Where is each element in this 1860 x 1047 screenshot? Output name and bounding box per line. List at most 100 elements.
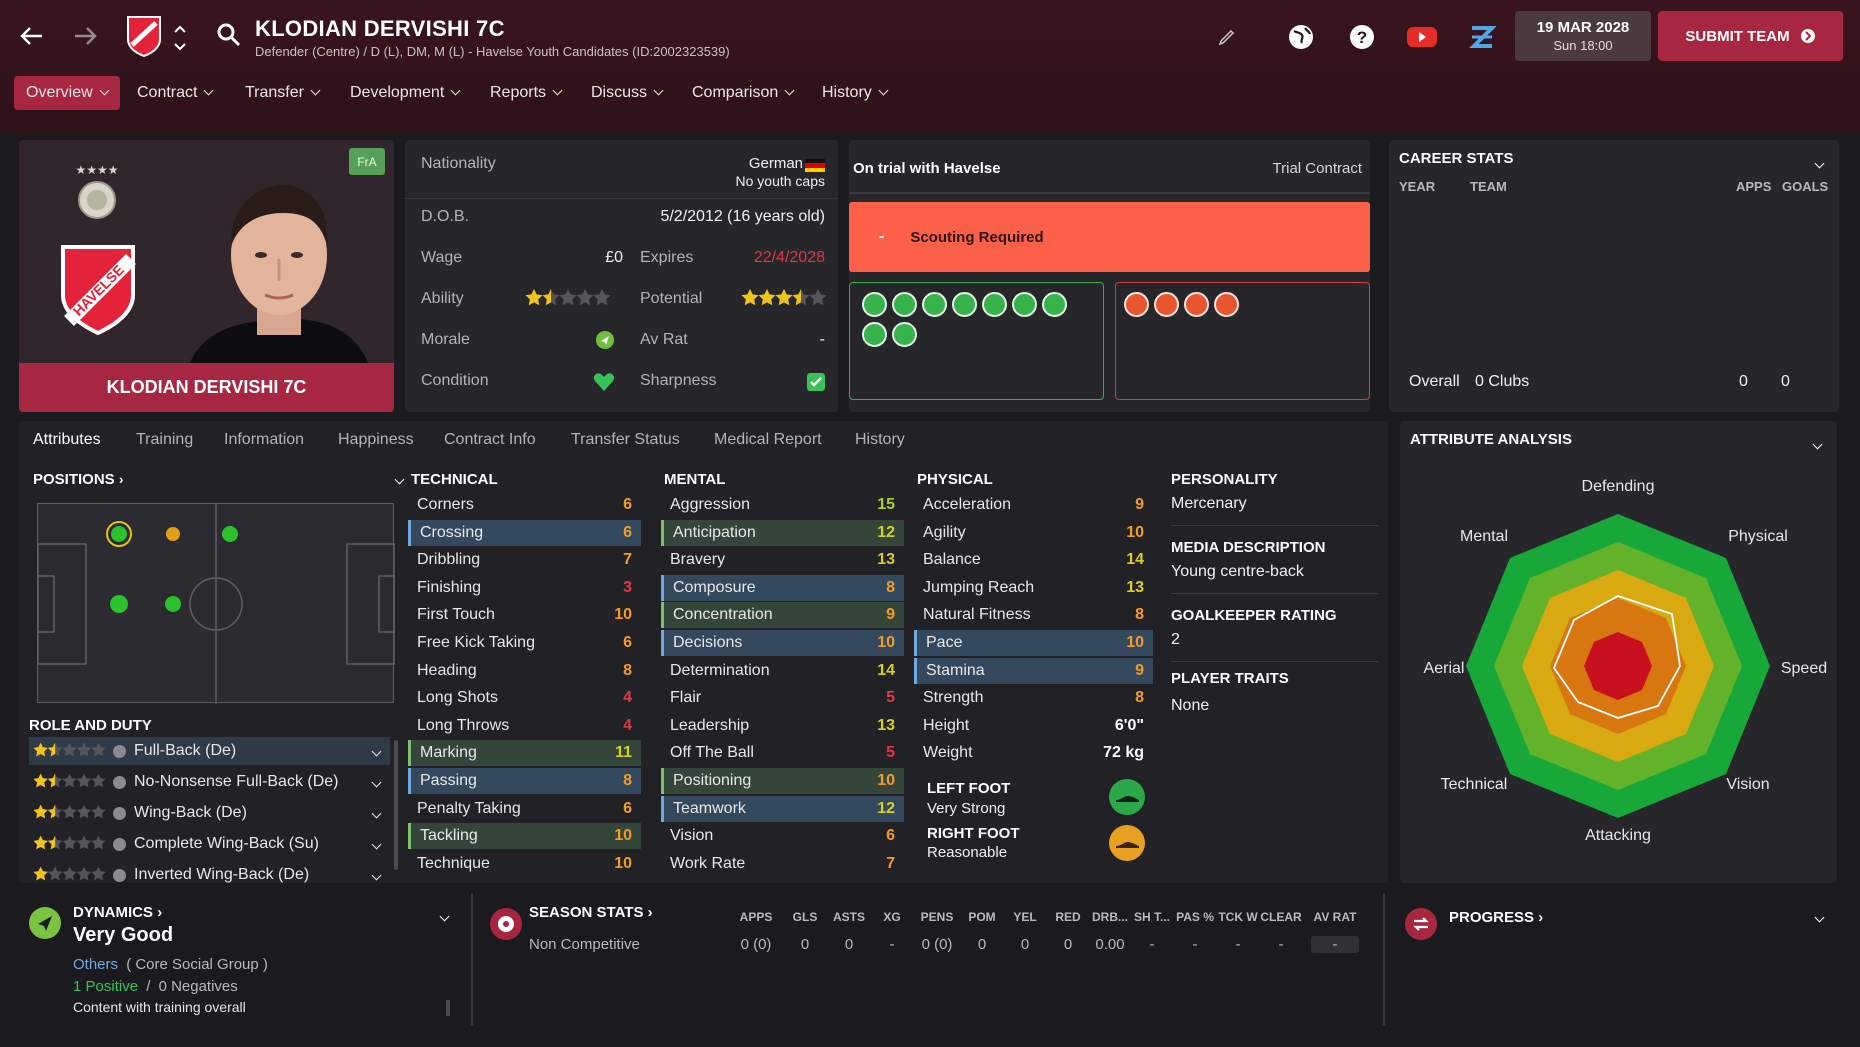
attribute-row[interactable]: Work Rate 7 bbox=[661, 851, 904, 877]
attribute-row[interactable]: Weight 72 kg bbox=[914, 740, 1153, 766]
progress-dropdown-icon[interactable] bbox=[1808, 908, 1825, 926]
attribute-row[interactable]: Anticipation 12 bbox=[661, 519, 904, 546]
season-col-header[interactable]: APPS bbox=[739, 910, 773, 924]
season-stats-title[interactable]: SEASON STATS › bbox=[529, 904, 653, 921]
strength-icon-9[interactable] bbox=[892, 322, 917, 347]
attribute-row[interactable]: Leadership 13 bbox=[661, 713, 904, 739]
attribute-row[interactable]: Flair 5 bbox=[661, 685, 904, 711]
attribute-row[interactable]: Bravery 13 bbox=[661, 547, 904, 573]
tab-information[interactable]: Information bbox=[224, 431, 305, 448]
menu-overview[interactable]: Overview bbox=[14, 76, 120, 110]
weakness-icon-3[interactable] bbox=[1184, 292, 1209, 317]
positive-count[interactable]: 1 Positive bbox=[73, 978, 139, 995]
submit-team-button[interactable]: SUBMIT TEAM bbox=[1658, 11, 1843, 61]
weakness-icon-4[interactable] bbox=[1214, 292, 1239, 317]
attribute-row[interactable]: Off The Ball 5 bbox=[661, 740, 904, 766]
attribute-row[interactable]: Dribbling 7 bbox=[408, 547, 641, 573]
season-col-header[interactable]: AV RAT bbox=[1313, 910, 1357, 924]
menu-reports[interactable]: Reports bbox=[478, 76, 573, 110]
info-icon[interactable] bbox=[113, 806, 126, 820]
attribute-row[interactable]: Crossing 6 bbox=[408, 519, 641, 546]
attribute-row[interactable]: Composure 8 bbox=[661, 574, 904, 601]
info-icon[interactable] bbox=[113, 837, 126, 851]
info-icon[interactable] bbox=[113, 744, 126, 758]
attribute-row[interactable]: Agility 10 bbox=[914, 520, 1153, 546]
edit-pencil-icon[interactable] bbox=[1217, 27, 1237, 47]
attribute-row[interactable]: Decisions 10 bbox=[661, 630, 904, 656]
season-col-header[interactable]: PENS bbox=[920, 910, 954, 924]
chevron-down-icon[interactable] bbox=[365, 804, 382, 822]
attribute-row[interactable]: Technique 10 bbox=[408, 851, 641, 877]
season-col-header[interactable]: SH T... bbox=[1133, 910, 1170, 924]
positions-title[interactable]: POSITIONS › bbox=[33, 471, 124, 488]
strength-icon-2[interactable] bbox=[892, 292, 917, 317]
collapse-chevron-icon[interactable] bbox=[1808, 154, 1825, 172]
strength-icon-4[interactable] bbox=[952, 292, 977, 317]
role-row[interactable]: Wing-Back (De) bbox=[29, 799, 390, 827]
tab-happiness[interactable]: Happiness bbox=[338, 431, 414, 448]
tab-history[interactable]: History bbox=[855, 431, 905, 448]
club-crest-icon[interactable] bbox=[126, 15, 162, 58]
help-icon[interactable]: ? bbox=[1346, 21, 1378, 53]
role-row[interactable]: No-Nonsense Full-Back (De) bbox=[29, 768, 390, 796]
role-row[interactable]: Full-Back (De) bbox=[29, 737, 390, 765]
attribute-row[interactable]: Teamwork 12 bbox=[661, 795, 904, 822]
forward-arrow-icon[interactable] bbox=[68, 18, 104, 54]
strength-icon-1[interactable] bbox=[862, 292, 887, 317]
attribute-row[interactable]: Penalty Taking 6 bbox=[408, 796, 641, 822]
tab-attributes[interactable]: Attributes bbox=[33, 431, 101, 448]
info-icon[interactable] bbox=[113, 775, 126, 789]
tab-transfer-status[interactable]: Transfer Status bbox=[571, 431, 680, 448]
negative-count[interactable]: 0 Negatives bbox=[158, 978, 238, 995]
attribute-row[interactable]: Finishing 3 bbox=[408, 575, 641, 601]
attribute-row[interactable]: First Touch 10 bbox=[408, 602, 641, 628]
strength-icon-3[interactable] bbox=[922, 292, 947, 317]
strength-icon-5[interactable] bbox=[982, 292, 1007, 317]
attribute-row[interactable]: Strength 8 bbox=[914, 685, 1153, 711]
attribute-row[interactable]: Pace 10 bbox=[914, 630, 1153, 656]
tab-training[interactable]: Training bbox=[136, 431, 194, 448]
roles-scrollbar[interactable] bbox=[394, 740, 398, 870]
season-col-header[interactable]: ASTS bbox=[832, 910, 865, 924]
attribute-row[interactable]: Corners 6 bbox=[408, 492, 641, 518]
positions-dropdown-icon[interactable] bbox=[388, 470, 405, 488]
tab-contract-info[interactable]: Contract Info bbox=[444, 431, 536, 448]
chevron-down-icon[interactable] bbox=[365, 742, 382, 760]
chevron-down-icon[interactable] bbox=[365, 773, 382, 791]
tab-medical-report[interactable]: Medical Report bbox=[714, 431, 822, 448]
strength-icon-7[interactable] bbox=[1042, 292, 1067, 317]
menu-transfer[interactable]: Transfer bbox=[233, 76, 331, 110]
attribute-row[interactable]: Long Shots 4 bbox=[408, 685, 641, 711]
z-logo-icon[interactable] bbox=[1466, 21, 1498, 53]
attribute-row[interactable]: Positioning 10 bbox=[661, 768, 904, 794]
attribute-row[interactable]: Marking 11 bbox=[408, 740, 641, 767]
attribute-row[interactable]: Jumping Reach 13 bbox=[914, 575, 1153, 601]
attribute-row[interactable]: Aggression 15 bbox=[661, 492, 904, 518]
menu-development[interactable]: Development bbox=[338, 76, 471, 110]
scouting-required-banner[interactable]: - Scouting Required bbox=[849, 202, 1370, 272]
chevron-down-icon[interactable] bbox=[365, 866, 382, 884]
season-col-header[interactable]: DRB... bbox=[1092, 910, 1128, 924]
social-group-link[interactable]: Others bbox=[73, 956, 119, 973]
date-box[interactable]: 19 MAR 2028 Sun 18:00 bbox=[1515, 11, 1651, 61]
season-col-header[interactable]: CLEAR bbox=[1260, 910, 1302, 924]
player-switch-icon[interactable] bbox=[172, 22, 188, 54]
role-row[interactable]: Inverted Wing-Back (De) bbox=[29, 861, 390, 889]
weakness-icon-2[interactable] bbox=[1154, 292, 1179, 317]
attribute-row[interactable]: Vision 6 bbox=[661, 823, 904, 849]
globe-icon[interactable] bbox=[1285, 21, 1317, 53]
attribute-row[interactable]: Acceleration 9 bbox=[914, 492, 1153, 518]
role-row[interactable]: Complete Wing-Back (Su) bbox=[29, 830, 390, 858]
season-col-header[interactable]: PAS % bbox=[1176, 910, 1214, 924]
info-icon[interactable] bbox=[113, 868, 126, 882]
nationality-value[interactable]: German bbox=[748, 155, 803, 172]
attribute-row[interactable]: Long Throws 4 bbox=[408, 713, 641, 739]
dynamics-title[interactable]: DYNAMICS › bbox=[73, 904, 162, 921]
dynamics-dropdown-icon[interactable] bbox=[433, 907, 450, 925]
menu-discuss[interactable]: Discuss bbox=[579, 76, 674, 110]
weakness-icon-1[interactable] bbox=[1124, 292, 1149, 317]
strength-icon-8[interactable] bbox=[862, 322, 887, 347]
attribute-row[interactable]: Concentration 9 bbox=[661, 602, 904, 629]
attribute-row[interactable]: Stamina 9 bbox=[914, 657, 1153, 684]
attribute-row[interactable]: Height 6'0" bbox=[914, 713, 1153, 739]
